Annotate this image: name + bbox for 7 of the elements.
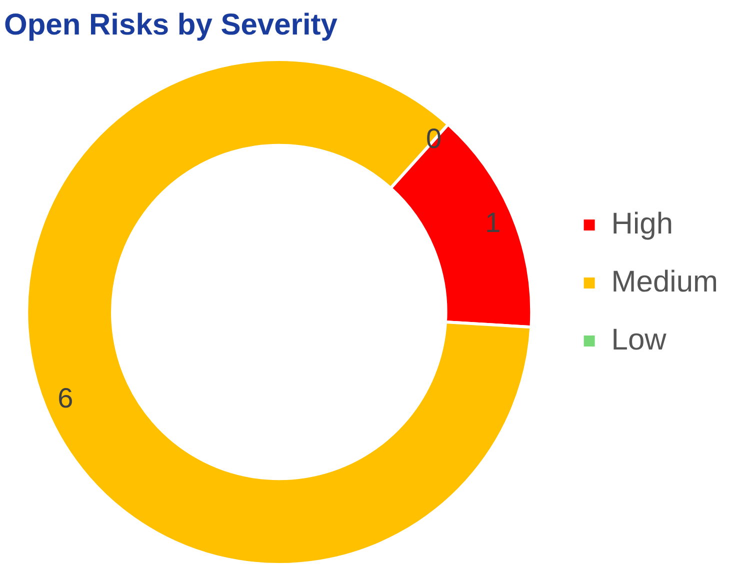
legend-label: Medium [611,265,718,298]
data-label: 1 [485,207,501,238]
legend-label: Low [611,323,667,356]
data-label: 6 [58,382,74,414]
chart-title: Open Risks by Severity [4,8,338,42]
text: 0 [426,123,442,154]
legend-label: High [611,207,674,240]
